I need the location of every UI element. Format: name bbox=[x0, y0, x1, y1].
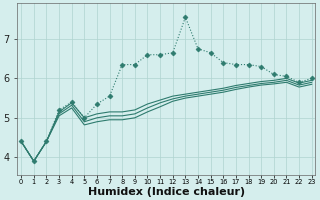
X-axis label: Humidex (Indice chaleur): Humidex (Indice chaleur) bbox=[88, 187, 245, 197]
